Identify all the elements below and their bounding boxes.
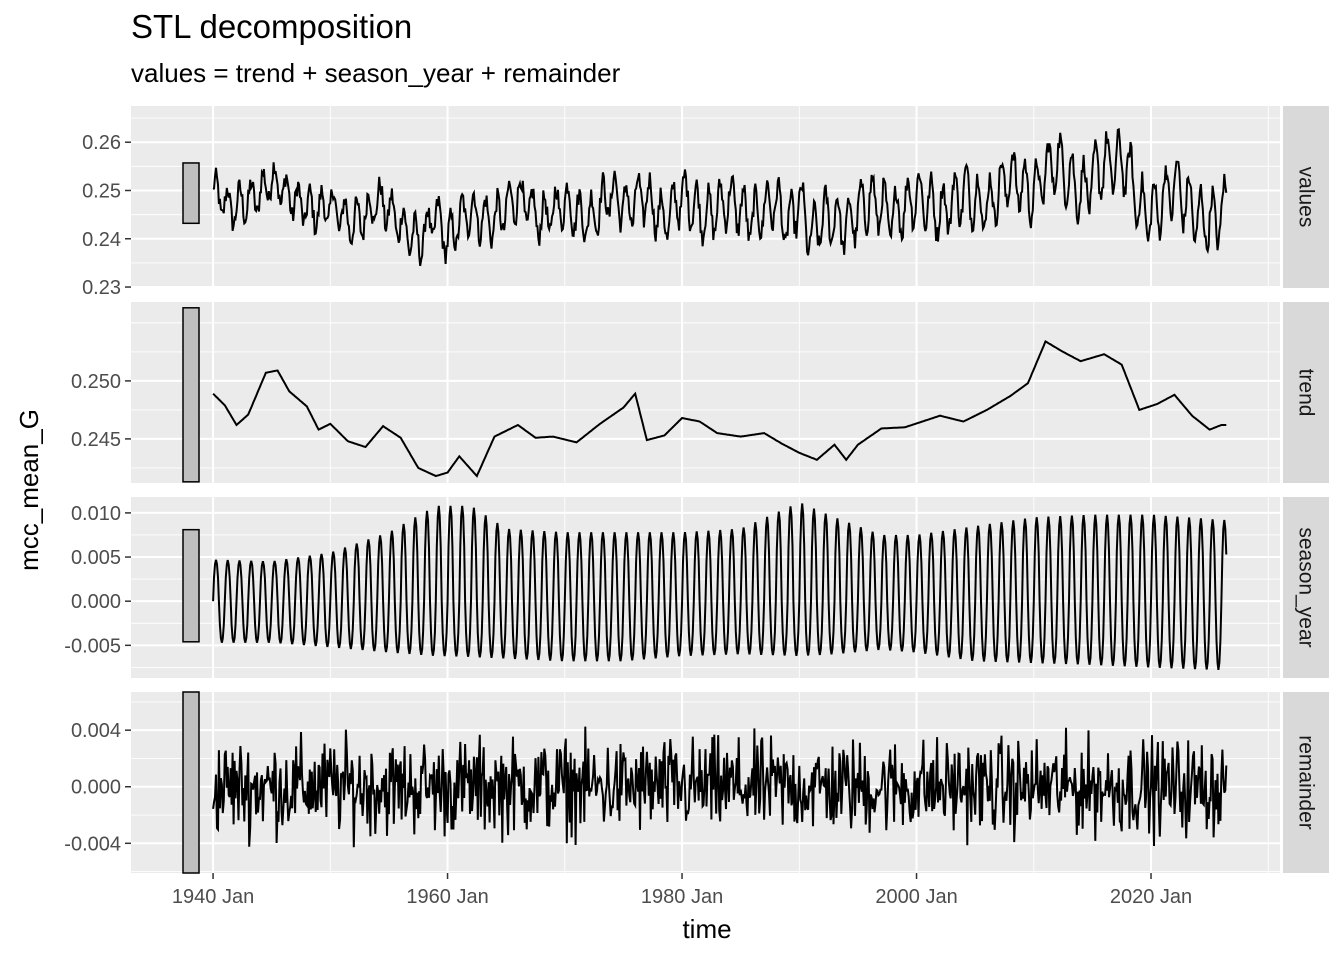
facet-strip-label: season_year: [1295, 527, 1318, 647]
panel-background: [131, 106, 1280, 288]
x-tick-label: 1980 Jan: [641, 886, 723, 908]
chart-subtitle: values = trend + season_year + remainder: [131, 58, 621, 88]
series-line-trend: [212, 339, 1227, 478]
facet-strip: [1283, 302, 1329, 483]
y-tick-label: -0.005: [64, 635, 121, 657]
y-tick-label: 0.250: [71, 371, 121, 393]
y-tick-label: 0.245: [71, 429, 121, 451]
y-tick-label: 0.000: [71, 777, 121, 799]
scale-bar: [182, 307, 200, 483]
chart-title: STL decomposition: [131, 8, 413, 45]
scale-bar: [182, 691, 200, 874]
facet-strip: [1283, 692, 1329, 873]
y-tick-label: 0.005: [71, 547, 121, 569]
y-tick-label: 0.000: [71, 591, 121, 613]
panel-background: [131, 302, 1280, 483]
panel-season_year: -0.005 0.000 0.005 0.010 season_year: [64, 497, 1329, 678]
facet-strip-label: trend: [1295, 369, 1318, 417]
y-tick-label: 0.23: [82, 277, 121, 299]
y-tick-label: 0.26: [82, 132, 121, 154]
facet-strip-label: values: [1295, 167, 1318, 228]
y-axis-label: mcc_mean_G: [14, 409, 44, 571]
y-tick-label: 0.24: [82, 229, 121, 251]
x-tick-label: 2020 Jan: [1110, 886, 1192, 908]
x-axis: 1940 Jan 1960 Jan 1980 Jan 2000 Jan 2020 Jan: [172, 873, 1192, 908]
series-line-values: [212, 127, 1228, 267]
series-line-remainder: [212, 726, 1228, 848]
facet-strip-label: remainder: [1295, 735, 1318, 830]
y-tick-label: -0.004: [64, 833, 121, 855]
x-tick-label: 2000 Jan: [875, 886, 957, 908]
scale-bar: [182, 162, 200, 225]
x-tick-label: 1940 Jan: [172, 886, 254, 908]
y-tick-label: 0.010: [71, 503, 121, 525]
panel-values: 0.23 0.24 0.25 0.26 values: [82, 106, 1329, 299]
panel-trend: 0.245 0.250 trend: [71, 302, 1329, 483]
facet-strip: [1283, 497, 1329, 678]
scale-bar: [182, 528, 200, 643]
y-tick-label: 0.25: [82, 180, 121, 202]
x-axis-label: time: [682, 914, 731, 944]
series-line-season_year: [212, 503, 1228, 671]
y-tick-label: 0.004: [71, 720, 121, 742]
x-tick-label: 1960 Jan: [406, 886, 488, 908]
facet-strip: [1283, 106, 1329, 288]
panel-remainder: -0.004 0.000 0.004 remainder: [64, 691, 1329, 874]
